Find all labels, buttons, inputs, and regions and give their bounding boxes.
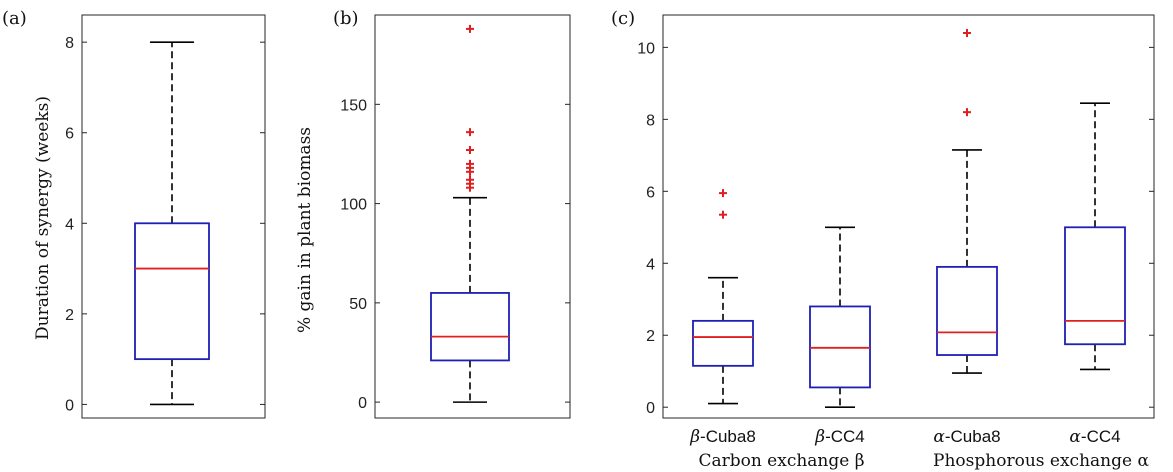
outlier-marker [963,28,971,37]
outlier-marker [719,210,727,219]
y-tick-label: 8 [646,112,655,129]
interquartile-box [936,265,998,356]
y-axis-label: % gain in plant biomass [295,127,315,333]
outlier-marker [466,183,474,192]
panel-label: (c) [611,8,635,29]
interquartile-box [134,222,210,361]
y-tick-label: 4 [65,216,74,233]
y-tick-label: 0 [646,400,655,417]
y-tick-label: 2 [646,328,655,345]
y-tick-label: 2 [65,307,74,324]
outlier-marker [466,128,474,137]
category-label: β-CC4 [814,427,865,447]
y-tick-label: 150 [340,97,367,114]
category-name: -CC4 [1081,427,1121,446]
category-name: -Cuba8 [700,427,756,446]
y-axis-label: Duration of synergy (weeks) [33,96,53,340]
box-plot-4: α-CC4 [1064,102,1126,447]
outlier-marker [466,167,474,176]
plot-frame [374,14,571,419]
y-tick-label: 8 [65,35,74,52]
y-tick-label: 0 [358,395,367,412]
plot-frame [662,14,1155,419]
panel-label: (b) [333,8,359,29]
interquartile-box [430,292,510,362]
category-name: -CC4 [825,427,865,446]
category-symbol: β [814,427,825,447]
y-tick-label: 50 [349,296,367,313]
outlier-marker [719,189,727,198]
y-tick-label: 6 [646,184,655,201]
group-label: Carbon exchange β [698,451,864,471]
y-tick-label: 4 [646,256,655,273]
category-label: α-CC4 [1069,427,1120,447]
group-label: Phosphorous exchange α [933,451,1149,471]
category-symbol: α [933,427,945,447]
outlier-marker [466,24,474,33]
interquartile-box [692,319,754,367]
chart-panel-b: 0 50 100 150 (b) % gain in plant biomass [295,8,571,419]
category-label: β-Cuba8 [689,427,756,447]
category-symbol: α [1069,427,1081,447]
y-tick-label: 6 [65,126,74,143]
y-tick-label: 10 [637,40,655,57]
box-plot-2: β-CC4 [809,226,871,447]
y-tick-label: 100 [340,197,367,214]
box-plot-1 [134,41,210,406]
panel-label: (a) [2,8,27,29]
chart-panel-a: 0 2 4 6 8 (a) Duration of synergy (weeks) [2,8,266,419]
y-tick-label: 0 [65,397,74,414]
category-symbol: β [689,427,700,447]
box-plot-1: β-Cuba8 [689,189,756,447]
outlier-marker [466,145,474,154]
box-plot-3: α-Cuba8 [933,28,1001,447]
plot-frame [81,14,266,419]
outlier-marker [963,108,971,117]
box-plot-1 [430,24,510,403]
category-label: α-Cuba8 [933,427,1000,447]
category-name: -Cuba8 [945,427,1001,446]
interquartile-box [1064,226,1126,346]
